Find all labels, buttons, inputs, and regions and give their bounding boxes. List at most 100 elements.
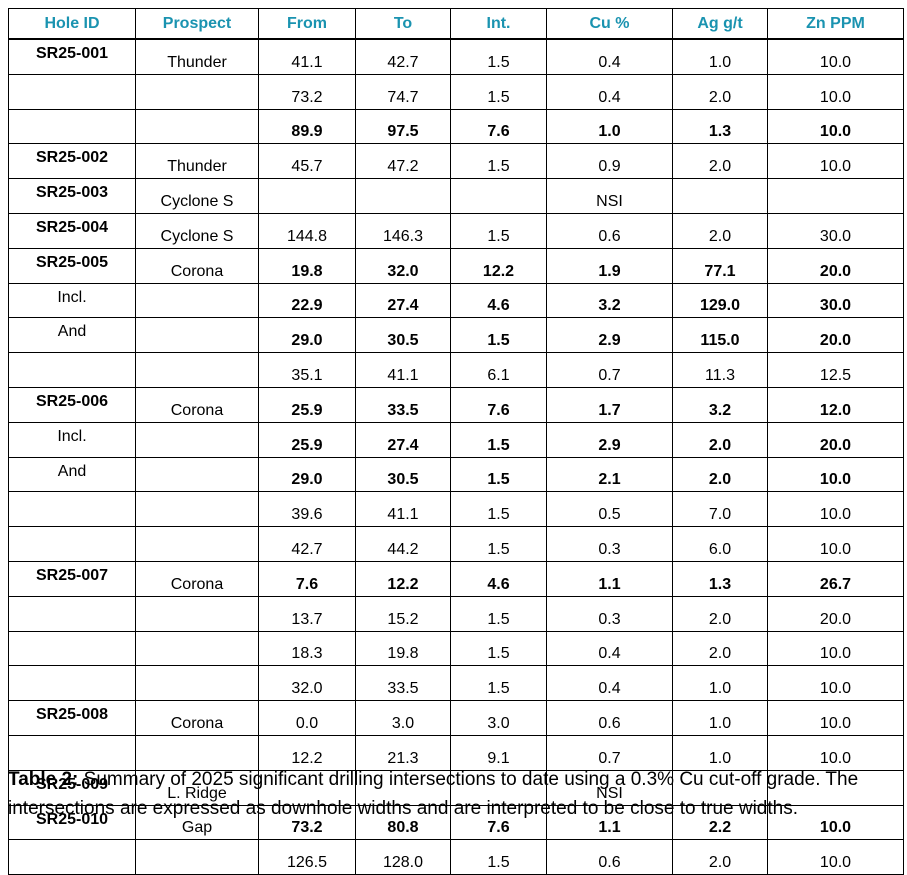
hole-id-cell [8, 734, 136, 771]
prospect-cell [135, 73, 259, 110]
prospect-cell [135, 491, 259, 528]
prospect-cell [135, 665, 259, 702]
value-cell: 20.0 [767, 595, 904, 632]
table-row: 126.5 128.0 1.5 0.6 2.0 10.0 [8, 839, 904, 875]
table-row: 35.1 41.1 6.1 0.7 11.3 12.5 [8, 352, 904, 388]
value-cell: 1.0 [546, 108, 673, 145]
value-cell: 2.0 [672, 595, 768, 632]
table-row: 42.7 44.2 1.5 0.3 6.0 10.0 [8, 526, 904, 562]
hole-id-cell: SR25-010 [8, 804, 136, 841]
value-cell: 1.5 [450, 630, 547, 667]
value-cell: 10.0 [767, 526, 904, 562]
hole-id-cell [8, 491, 136, 528]
value-cell: 42.7 [355, 38, 451, 75]
value-cell: 1.0 [672, 734, 768, 771]
value-cell: 3.0 [355, 700, 451, 736]
header-cell: Cu % [546, 8, 673, 40]
value-cell: 0.4 [546, 38, 673, 75]
value-cell: 73.2 [258, 804, 356, 841]
prospect-cell [135, 839, 259, 875]
hole-id-cell: SR25-002 [8, 143, 136, 180]
prospect-cell [135, 595, 259, 632]
value-cell: 1.5 [450, 143, 547, 180]
value-cell: 7.6 [450, 386, 547, 423]
value-cell: 19.8 [258, 247, 356, 284]
value-cell: 41.1 [355, 352, 451, 388]
value-cell: 0.6 [546, 700, 673, 736]
value-cell: 1.5 [450, 421, 547, 458]
hole-id-cell: SR25-003 [8, 178, 136, 214]
table-row: And 29.0 30.5 1.5 2.9 115.0 20.0 [8, 317, 904, 354]
value-cell: 1.7 [546, 386, 673, 423]
value-cell: 0.9 [546, 143, 673, 180]
value-cell: 29.0 [258, 317, 356, 354]
value-cell: 2.9 [546, 421, 673, 458]
value-cell: 128.0 [355, 839, 451, 875]
value-cell: 10.0 [767, 804, 904, 841]
value-cell: 33.5 [355, 386, 451, 423]
value-cell: 1.5 [450, 317, 547, 354]
value-cell: 12.2 [258, 734, 356, 771]
value-cell: 7.0 [672, 491, 768, 528]
hole-id-cell: SR25-009 [8, 769, 136, 806]
value-cell: 10.0 [767, 839, 904, 875]
value-cell: 1.3 [672, 108, 768, 145]
prospect-cell [135, 630, 259, 667]
value-cell: 1.0 [672, 700, 768, 736]
value-cell: 2.2 [672, 804, 768, 841]
table-row: 12.2 21.3 9.1 0.7 1.0 10.0 [8, 734, 904, 771]
value-cell: 1.5 [450, 665, 547, 702]
table-row: SR25-005 Corona 19.8 32.0 12.2 1.9 77.1 20.0 [8, 247, 904, 284]
value-cell: 0.0 [258, 700, 356, 736]
results-table: Hole ID Prospect From To Int. Cu % Ag g/t Zn PP… [8, 8, 904, 875]
value-cell: 30.0 [767, 282, 904, 319]
value-cell: 20.0 [767, 317, 904, 354]
value-cell: 2.0 [672, 839, 768, 875]
value-cell: 2.1 [546, 456, 673, 493]
table-row: 89.9 97.5 7.6 1.0 1.3 10.0 [8, 108, 904, 145]
value-cell: 126.5 [258, 839, 356, 875]
hole-id-cell [8, 73, 136, 110]
caption-text: Summary of 2025 significant drilling int… [8, 769, 859, 819]
table-body: SR25-001 Thunder 41.1 42.7 1.5 0.4 1.0 10.0 73.2… [8, 38, 904, 875]
value-cell: 0.6 [546, 839, 673, 875]
value-cell: 1.5 [450, 839, 547, 875]
value-cell: 45.7 [258, 143, 356, 180]
table-row: SR25-003 Cyclone S NSI [8, 178, 904, 214]
value-cell: 39.6 [258, 491, 356, 528]
value-cell: 29.0 [258, 456, 356, 493]
value-cell: 0.7 [546, 352, 673, 388]
hole-id-cell: And [8, 456, 136, 493]
hole-id-cell: SR25-008 [8, 700, 136, 736]
value-cell: 1.0 [672, 665, 768, 702]
value-cell: 3.2 [546, 282, 673, 319]
value-cell: 9.1 [450, 734, 547, 771]
value-cell: 2.0 [672, 456, 768, 493]
value-cell: 12.5 [767, 352, 904, 388]
value-cell: 0.6 [546, 212, 673, 249]
value-cell: 12.0 [767, 386, 904, 423]
value-cell: 0.4 [546, 630, 673, 667]
hole-id-cell: SR25-006 [8, 386, 136, 423]
value-cell: 0.5 [546, 491, 673, 528]
value-cell: 25.9 [258, 421, 356, 458]
value-cell: 32.0 [258, 665, 356, 702]
value-cell: 19.8 [355, 630, 451, 667]
value-cell: NSI [546, 769, 673, 806]
value-cell: 1.5 [450, 526, 547, 562]
value-cell: 10.0 [767, 38, 904, 75]
prospect-cell [135, 526, 259, 562]
table-row: And 29.0 30.5 1.5 2.1 2.0 10.0 [8, 456, 904, 493]
prospect-cell: Corona [135, 560, 259, 597]
value-cell: 10.0 [767, 700, 904, 736]
value-cell: 115.0 [672, 317, 768, 354]
value-cell: 2.0 [672, 421, 768, 458]
hole-id-cell: Incl. [8, 282, 136, 319]
value-cell: 35.1 [258, 352, 356, 388]
table-row: 73.2 74.7 1.5 0.4 2.0 10.0 [8, 73, 904, 110]
value-cell: 33.5 [355, 665, 451, 702]
value-cell: 10.0 [767, 456, 904, 493]
table-row: SR25-007 Corona 7.6 12.2 4.6 1.1 1.3 26.7 [8, 560, 904, 597]
value-cell: 12.2 [355, 560, 451, 597]
value-cell: 30.5 [355, 317, 451, 354]
